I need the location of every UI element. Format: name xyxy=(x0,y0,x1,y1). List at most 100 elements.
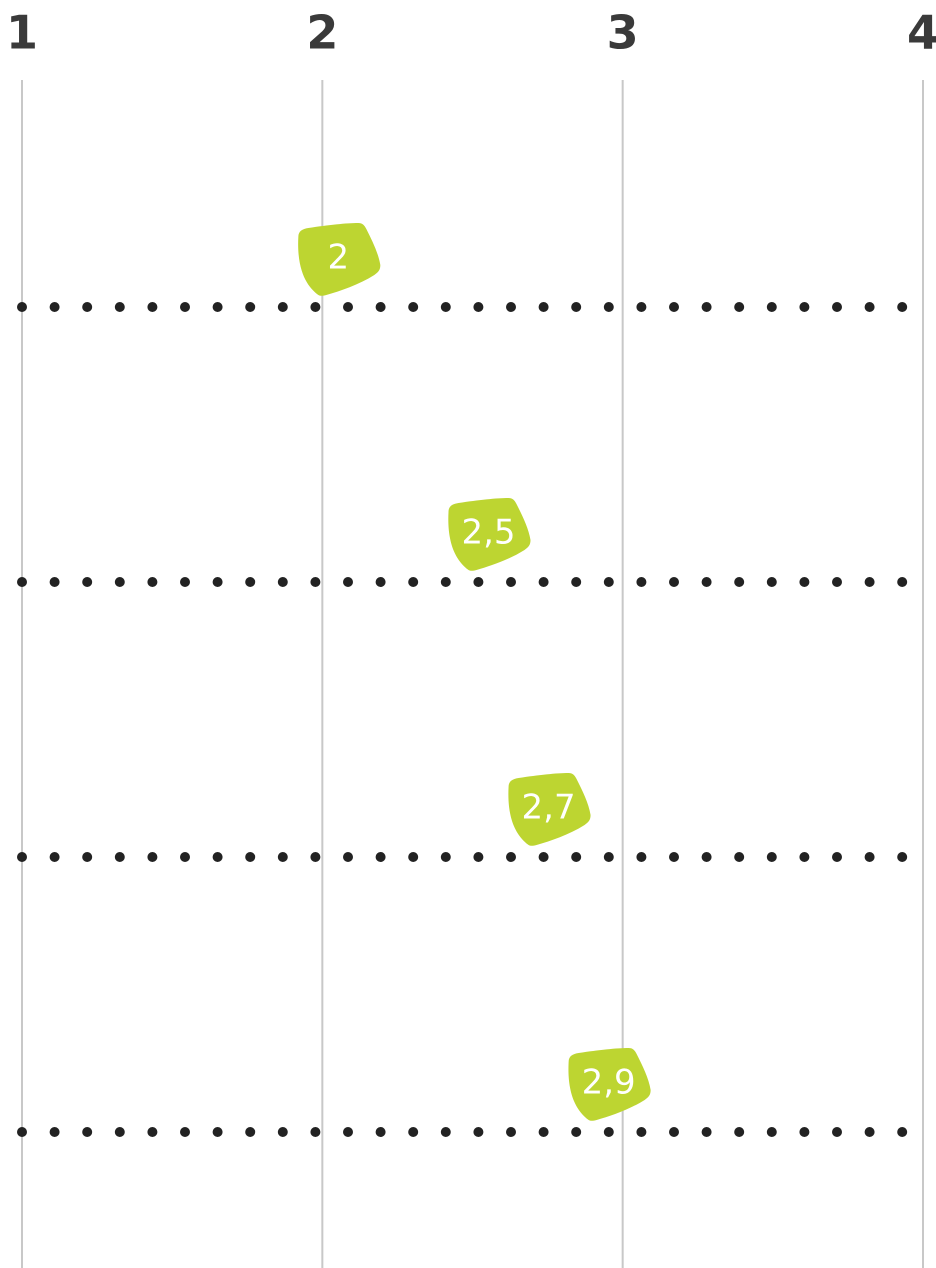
scale-dot xyxy=(343,302,353,312)
scale-dot xyxy=(147,1127,158,1137)
scale-dot xyxy=(701,1127,712,1137)
scale-dot xyxy=(245,302,256,312)
x-tick-label: 1 xyxy=(6,6,38,60)
scale-dot xyxy=(49,852,60,862)
scale-dot xyxy=(897,302,908,312)
scale-dot xyxy=(506,852,516,862)
scale-dot xyxy=(310,577,321,587)
scale-dot xyxy=(375,577,386,587)
marker-badge xyxy=(568,1048,651,1121)
scale-dot xyxy=(832,852,842,862)
x-tick-label: 4 xyxy=(907,6,936,60)
scale-dot xyxy=(147,852,158,862)
scale-dot xyxy=(571,1127,582,1137)
scale-dot xyxy=(636,1127,647,1137)
scale-dot xyxy=(408,852,419,862)
scale-dot xyxy=(212,577,223,587)
scale-dot xyxy=(538,1127,549,1137)
scale-dot xyxy=(277,302,288,312)
scale-dot xyxy=(636,852,647,862)
scale-dot xyxy=(864,302,875,312)
scale-dot xyxy=(310,1127,321,1137)
scale-dot xyxy=(473,1127,484,1137)
scale-dot xyxy=(473,302,484,312)
scale-dot xyxy=(636,577,647,587)
scale-dot xyxy=(212,852,223,862)
scale-dot xyxy=(212,302,223,312)
scale-dot xyxy=(799,577,810,587)
value-marker: 2,9 xyxy=(568,1048,651,1121)
value-label: 2,9 xyxy=(582,1063,636,1103)
value-label: 2,7 xyxy=(522,788,576,828)
scale-dot xyxy=(864,577,875,587)
scale-dot xyxy=(343,1127,353,1137)
scale-dot xyxy=(897,852,908,862)
scale-dot xyxy=(408,1127,419,1137)
scale-dot xyxy=(734,852,745,862)
scale-dot xyxy=(669,577,679,587)
scale-dot xyxy=(375,302,386,312)
scale-dot xyxy=(832,1127,842,1137)
scale-dot xyxy=(277,1127,288,1137)
scale-dot xyxy=(799,302,810,312)
scale-dot xyxy=(82,577,93,587)
scale-dot xyxy=(114,1127,125,1137)
scale-dot xyxy=(766,302,777,312)
scale-dot xyxy=(669,852,679,862)
scale-dot xyxy=(603,852,614,862)
scale-dot xyxy=(571,577,582,587)
scale-dot xyxy=(180,1127,190,1137)
scale-dot xyxy=(17,302,27,312)
scale-dot xyxy=(636,302,647,312)
scale-dot xyxy=(766,1127,777,1137)
scale-dot xyxy=(343,577,353,587)
scale-dot xyxy=(212,1127,223,1137)
scale-dot xyxy=(114,852,125,862)
scale-dot xyxy=(506,302,516,312)
scale-dot xyxy=(440,852,451,862)
scale-dot xyxy=(701,852,712,862)
scale-dot xyxy=(408,302,419,312)
scale-dot xyxy=(180,852,190,862)
scale-dot xyxy=(277,577,288,587)
marker-badge xyxy=(508,773,591,846)
scale-dot xyxy=(897,577,908,587)
scale-dot xyxy=(180,577,190,587)
scale-dot xyxy=(82,302,93,312)
scale-dot xyxy=(473,852,484,862)
scale-dot xyxy=(897,1127,908,1137)
scale-dot xyxy=(799,852,810,862)
scale-dot xyxy=(864,1127,875,1137)
scale-dot xyxy=(17,577,27,587)
scale-dot xyxy=(245,1127,256,1137)
scale-dot xyxy=(701,302,712,312)
scale-dot xyxy=(343,852,353,862)
scale-dot xyxy=(571,302,582,312)
scale-dot xyxy=(799,1127,810,1137)
scale-dot xyxy=(473,577,484,587)
value-label: 2,5 xyxy=(461,513,515,553)
scale-dot xyxy=(538,302,549,312)
value-marker: 2,5 xyxy=(448,498,531,571)
scale-dot xyxy=(82,852,93,862)
scale-dot xyxy=(147,302,158,312)
value-marker: 2 xyxy=(298,223,381,296)
scale-dot xyxy=(832,577,842,587)
scale-dot xyxy=(310,302,321,312)
scale-dot xyxy=(734,302,745,312)
scale-dot xyxy=(114,302,125,312)
scale-dot xyxy=(440,577,451,587)
scale-dot xyxy=(701,577,712,587)
scale-dot xyxy=(17,1127,27,1137)
scale-dot xyxy=(603,1127,614,1137)
scale-dot xyxy=(180,302,190,312)
scale-dot xyxy=(669,302,679,312)
scale-dot xyxy=(832,302,842,312)
value-marker: 2,7 xyxy=(508,773,591,846)
scale-dot xyxy=(440,1127,451,1137)
scale-dot xyxy=(538,852,549,862)
scale-dot xyxy=(538,577,549,587)
scale-dot xyxy=(734,1127,745,1137)
